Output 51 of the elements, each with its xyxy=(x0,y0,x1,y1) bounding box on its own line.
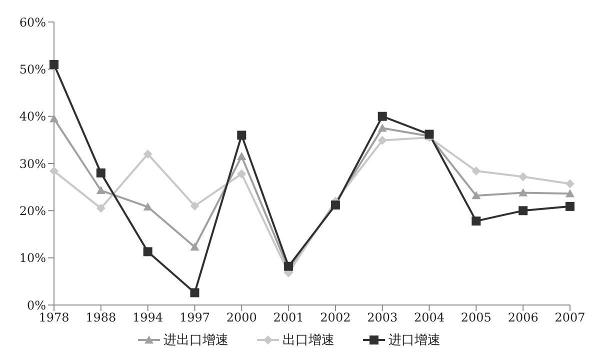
y-tick-label: 50% xyxy=(19,62,46,76)
x-tick-label: 2006 xyxy=(508,310,538,325)
point xyxy=(378,136,387,145)
point xyxy=(190,201,200,210)
point xyxy=(518,172,528,182)
y-tick-label: 30% xyxy=(19,156,46,171)
point xyxy=(190,242,200,251)
point xyxy=(472,166,481,176)
y-tick-label: 10% xyxy=(19,251,46,266)
point xyxy=(566,202,574,211)
point xyxy=(50,166,58,176)
x-tick-label: 2005 xyxy=(460,310,492,325)
point xyxy=(378,124,387,132)
point xyxy=(96,168,106,178)
legend-label: 进出口增速 xyxy=(164,332,228,349)
legend-label: 进口增速 xyxy=(388,332,440,349)
point xyxy=(237,130,246,140)
point xyxy=(472,191,481,200)
x-tick-label: 2001 xyxy=(273,310,304,325)
point xyxy=(96,204,106,213)
point xyxy=(284,262,294,271)
point xyxy=(143,247,152,256)
point xyxy=(237,169,246,178)
legend-label: 出口增速 xyxy=(282,332,334,349)
point xyxy=(566,179,574,188)
y-tick-label: 0% xyxy=(26,298,46,312)
point xyxy=(50,60,58,69)
point xyxy=(143,150,152,159)
x-tick-label: 1997 xyxy=(179,310,210,325)
y-tick-label: 40% xyxy=(19,110,46,124)
point xyxy=(143,202,152,210)
x-tick-label: 2003 xyxy=(367,310,398,325)
point xyxy=(50,114,58,122)
point xyxy=(96,186,106,194)
point xyxy=(518,188,528,196)
point xyxy=(237,152,246,160)
x-tick-label: 1994 xyxy=(132,310,164,325)
x-tick-label: 2002 xyxy=(320,310,351,325)
point xyxy=(330,200,340,210)
y-tick-label: 20% xyxy=(19,204,46,218)
x-tick-label: 2004 xyxy=(414,310,445,325)
x-tick-label: 1988 xyxy=(86,310,116,325)
x-tick-label: 2007 xyxy=(554,310,586,325)
point xyxy=(518,206,528,216)
point xyxy=(190,288,200,298)
point xyxy=(378,112,387,121)
x-tick-label: 1978 xyxy=(38,310,70,325)
y-tick-label: 60% xyxy=(19,15,46,30)
x-tick-label: 2000 xyxy=(226,310,257,325)
point xyxy=(566,189,574,198)
point xyxy=(472,216,481,226)
